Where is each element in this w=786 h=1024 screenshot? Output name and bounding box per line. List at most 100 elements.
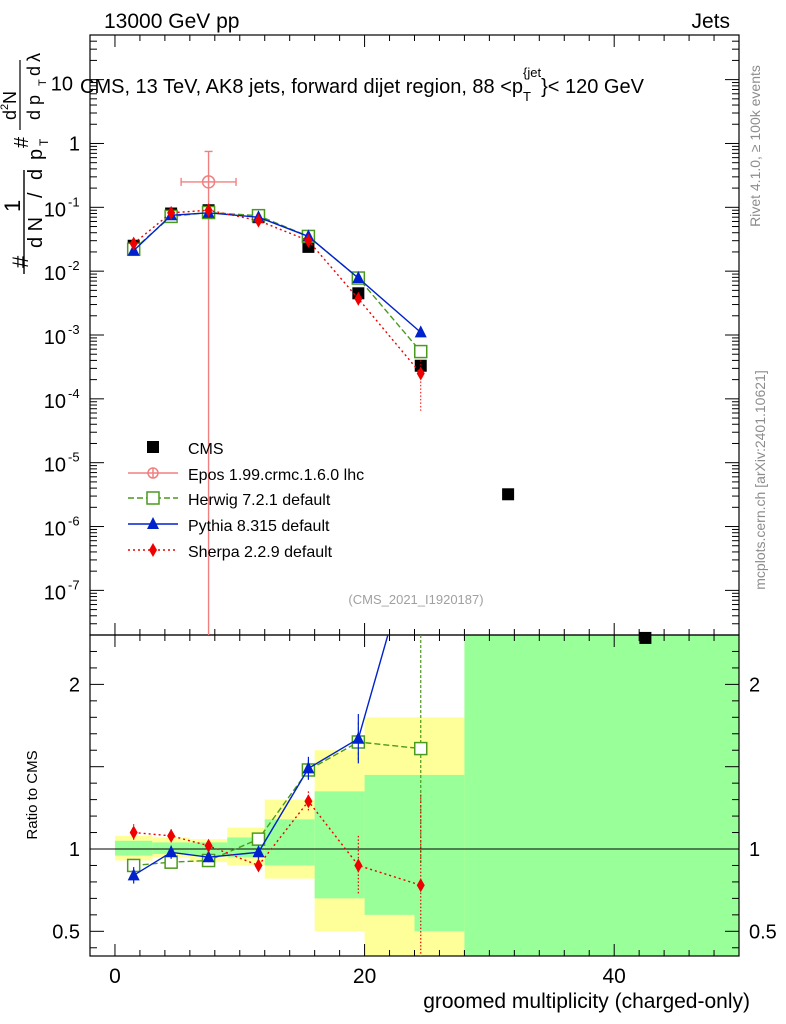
main-point-data-7: [502, 488, 515, 501]
ratio-point-sherpa-5: [354, 858, 363, 873]
y-tick-label-main-5: 10: [44, 391, 66, 413]
title-sup: {jet: [523, 65, 541, 80]
ratio-bands: [90, 635, 739, 956]
legend-herwig: Herwig 7.2.1 default: [188, 492, 331, 509]
legend-marker-pythia: [147, 517, 159, 529]
ratio-point-sherpa-2: [204, 838, 213, 853]
legend-marks: [128, 441, 178, 557]
y-tick-label-main-0: 10: [51, 74, 73, 96]
ylabel-p: p: [25, 149, 47, 160]
band-green-8: [464, 635, 739, 956]
band-green-5: [314, 791, 365, 899]
header-jets: Jets: [691, 10, 730, 33]
legend-marker-herwig: [146, 491, 160, 505]
ratio-point-pythia-1: [165, 845, 178, 858]
x-tick-label-20: 20: [353, 965, 376, 988]
ylabel-lambda: λ: [24, 53, 44, 62]
band-green-0: [114, 840, 153, 856]
ylabel-dN: d N: [25, 217, 47, 248]
legend-epos: Epos 1.99.crmc.1.6.0 lhc: [188, 467, 364, 484]
y-tick-exp-main-2: -1: [68, 194, 80, 209]
legend-marker-data: [147, 441, 159, 453]
main-point-epos-0: [201, 175, 216, 189]
ref-tag: (CMS_2021_I1920187): [348, 592, 483, 607]
plot-title: CMS, 13 TeV, AK8 jets, forward dijet reg…: [80, 65, 645, 104]
title-sub: T: [523, 89, 531, 104]
y-tick-exp-main-8: -7: [68, 577, 80, 592]
ylabel-slash: /: [25, 192, 47, 198]
ylabel-dlambda: d: [24, 66, 44, 76]
legend-cms: CMS: [188, 441, 224, 458]
ylabel-one: 1: [0, 200, 25, 212]
ylabel-hash-bottom: #: [8, 255, 33, 268]
legend: CMS Epos 1.99.crmc.1.6.0 lhc Herwig 7.2.…: [128, 441, 364, 561]
main-ylabel: # 1 d N / d p T # d 2 N d p T d λ: [0, 53, 51, 274]
y-tick-label-main-7: 10: [44, 519, 66, 541]
ratio-point-sherpa-1: [167, 828, 176, 843]
main-point-sherpa-2: [204, 203, 213, 218]
legend-pythia: Pythia 8.315 default: [188, 518, 330, 535]
y-tick-label-main-8: 10: [44, 582, 66, 604]
main-point-sherpa-1: [167, 205, 176, 220]
x-tick-label-0: 0: [109, 965, 121, 988]
ratio-point-pythia-3: [252, 845, 265, 858]
x-tick-label-40: 40: [603, 965, 626, 988]
y-tick-label-ratio-1: 1: [69, 839, 80, 861]
y-tick-label-ratio-0: 2: [69, 674, 80, 696]
side-label-rivet: Rivet 4.1.0, ≥ 100k events: [747, 65, 763, 227]
ratio-point-sherpa-4: [304, 794, 313, 809]
title-post: }< 120 GeV: [541, 76, 645, 98]
ylabel-two: 2: [0, 104, 11, 110]
ratio-point-pythia-0: [127, 868, 140, 881]
ylabel-T2: T: [37, 79, 49, 86]
ratio-point-herwig-3: [251, 832, 266, 846]
title-pre: CMS, 13 TeV, AK8 jets, forward dijet reg…: [80, 76, 523, 98]
main-point-data-8: [639, 631, 652, 644]
y-tick-label-main-6: 10: [44, 455, 66, 477]
side-label-mcplots: mcplots.cern.ch [arXiv:2401.10621]: [752, 370, 768, 589]
x-ticks: 0 20 40: [109, 35, 715, 988]
header-energy: 13000 GeV pp: [104, 10, 239, 33]
y-tick-exp-main-6: -5: [68, 450, 80, 465]
ratio-point-sherpa-6: [416, 878, 425, 893]
ylabel-d2: d: [0, 110, 20, 120]
ratio-point-pythia-2: [202, 850, 215, 863]
legend-sherpa: Sherpa 2.2.9 default: [188, 544, 333, 561]
y-tick-label-main-2: 10: [44, 199, 66, 221]
ratio-point-sherpa-3: [254, 858, 263, 873]
ylabel-d: d: [25, 169, 47, 180]
y-tick-label-ratio-right-0: 2: [749, 674, 760, 696]
main-point-sherpa-5: [354, 291, 363, 306]
legend-marker-epos: [147, 467, 159, 479]
main-point-sherpa-3: [254, 213, 263, 228]
y-tick-label-ratio-right-2: 0.5: [749, 921, 777, 943]
ylabel-hash-top: #: [11, 136, 33, 148]
x-axis-label: groomed multiplicity (charged-only): [423, 990, 750, 1013]
ylabel-dp: d p: [24, 95, 44, 120]
ylabel-N: N: [0, 91, 20, 104]
ratio-point-pythia-5: [352, 731, 365, 744]
ratio-point-sherpa-0: [129, 825, 138, 840]
ratio-point-herwig-6: [413, 741, 428, 756]
main-point-pythia-5: [352, 271, 365, 284]
ylabel-T: T: [37, 138, 51, 146]
y-tick-exp-main-5: -4: [68, 386, 80, 401]
main-point-pythia-6: [414, 325, 427, 338]
y-tick-exp-main-3: -2: [68, 258, 80, 273]
main-line-herwig: [133, 211, 422, 353]
main-point-sherpa-0: [129, 236, 138, 251]
band-green-6: [364, 774, 415, 915]
ratio-ylabel: Ratio to CMS: [24, 750, 41, 839]
ratio-ticks: 2 2 1 1 0.5 0.5: [52, 650, 777, 949]
y-tick-label-main-4: 10: [44, 327, 66, 349]
y-tick-label-ratio-right-1: 1: [749, 839, 760, 861]
main-point-herwig-6: [413, 344, 428, 359]
band-green-7: [414, 774, 465, 932]
main-point-sherpa-6: [416, 366, 425, 381]
main-line-pythia: [133, 212, 422, 333]
ratio-marks: [126, 635, 428, 956]
y-tick-label-main-1: 1: [69, 133, 80, 155]
y-tick-label-main-3: 10: [44, 263, 66, 285]
